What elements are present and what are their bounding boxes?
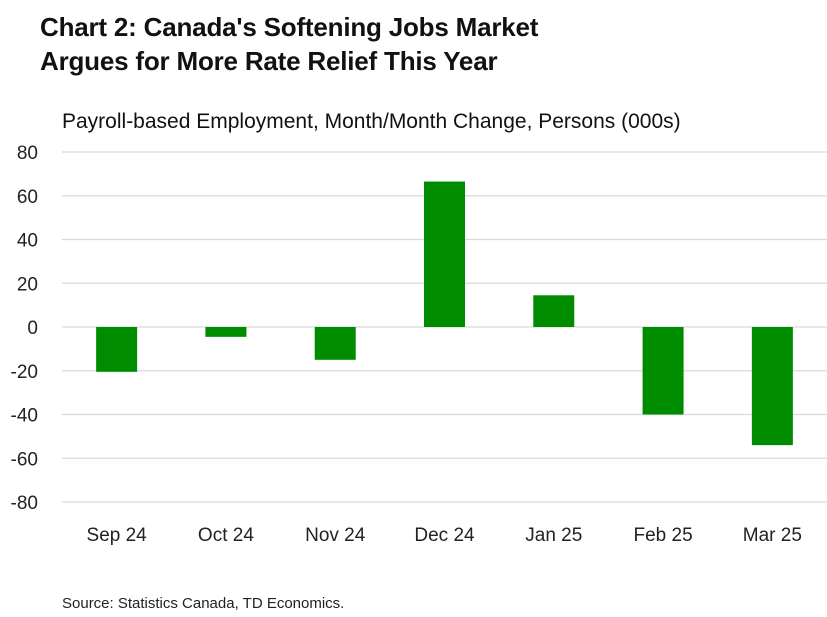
bar	[533, 295, 575, 327]
y-tick-label: -80	[11, 493, 38, 514]
x-tick-label: Oct 24	[198, 525, 254, 546]
bar	[424, 181, 465, 327]
x-tick-label: Sep 24	[87, 525, 148, 546]
chart-title: Chart 2: Canada's Softening Jobs Market …	[40, 10, 538, 78]
y-tick-label: -20	[11, 362, 38, 383]
bar	[314, 327, 356, 360]
y-tick-label: 0	[27, 318, 38, 339]
chart-title-line2: Argues for More Rate Relief This Year	[40, 46, 498, 76]
x-tick-label: Feb 25	[633, 525, 692, 546]
x-tick-label: Dec 24	[414, 525, 475, 546]
x-tick-label: Nov 24	[305, 525, 366, 546]
y-tick-label: 80	[17, 143, 38, 164]
x-tick-label: Mar 25	[743, 525, 802, 546]
x-tick-label: Jan 25	[525, 525, 582, 546]
y-tick-label: -40	[11, 406, 38, 427]
bar	[642, 327, 684, 415]
y-tick-label: -60	[11, 449, 38, 470]
y-tick-label: 20	[17, 274, 38, 295]
bar	[751, 327, 793, 446]
chart-subtitle: Payroll-based Employment, Month/Month Ch…	[62, 110, 681, 133]
source-note: Source: Statistics Canada, TD Economics.	[62, 595, 345, 612]
chart-title-line1: Chart 2: Canada's Softening Jobs Market	[40, 12, 539, 42]
y-tick-label: 60	[17, 187, 38, 208]
bar	[96, 327, 138, 372]
bar	[205, 327, 247, 337]
y-tick-label: 40	[17, 231, 38, 252]
